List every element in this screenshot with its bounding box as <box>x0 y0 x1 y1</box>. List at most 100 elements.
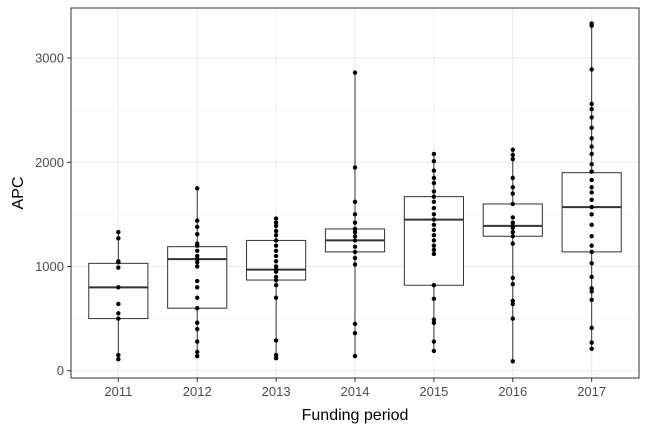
data-point <box>589 106 594 112</box>
data-point <box>352 212 358 217</box>
data-point <box>510 175 515 181</box>
data-point <box>431 320 437 325</box>
box-iqr <box>88 262 149 320</box>
y-tick-label: 2000 <box>35 155 64 170</box>
data-point <box>431 159 437 164</box>
data-point <box>273 220 279 225</box>
x-tick-label: 2016 <box>498 384 527 399</box>
data-point <box>589 162 594 167</box>
data-point <box>431 251 437 257</box>
x-tick-label: 2015 <box>419 384 448 399</box>
data-point <box>195 326 200 332</box>
box-2011 <box>88 232 149 360</box>
data-point <box>273 352 279 358</box>
data-point <box>195 264 200 269</box>
data-point <box>589 274 594 280</box>
data-point <box>352 234 358 239</box>
data-point <box>352 255 358 261</box>
x-tick-label: 2014 <box>341 384 370 399</box>
data-point <box>510 316 515 321</box>
data-point <box>352 330 358 336</box>
data-point <box>589 190 594 195</box>
data-point <box>352 262 358 267</box>
data-point <box>589 151 594 157</box>
data-point <box>431 180 437 186</box>
data-point <box>273 267 279 272</box>
data-point <box>273 223 279 229</box>
data-point <box>589 340 594 345</box>
data-point <box>589 197 594 202</box>
data-point <box>352 70 358 75</box>
data-point <box>352 226 358 232</box>
data-point <box>195 278 200 284</box>
x-tick-label: 2017 <box>577 384 606 399</box>
data-point <box>589 261 594 266</box>
data-point <box>352 220 358 225</box>
y-tick-label: 0 <box>57 363 64 378</box>
data-point <box>589 289 594 294</box>
data-point <box>431 247 437 253</box>
data-point <box>352 244 358 249</box>
data-point <box>431 283 437 288</box>
data-point <box>589 325 594 331</box>
data-point <box>510 301 515 307</box>
data-points <box>116 21 594 364</box>
data-point <box>352 199 358 205</box>
data-point <box>431 222 437 227</box>
data-point <box>510 215 515 220</box>
x-axis-title: Funding period <box>302 407 409 424</box>
data-point <box>273 295 279 300</box>
data-point <box>431 194 437 199</box>
x-tick-label: 2011 <box>104 384 132 399</box>
data-point <box>589 125 594 131</box>
data-point <box>431 189 437 194</box>
data-point <box>431 168 437 173</box>
data-point <box>273 248 279 254</box>
data-point <box>589 243 594 248</box>
data-point <box>431 233 437 238</box>
data-point <box>589 286 594 291</box>
data-point <box>195 260 200 265</box>
data-point <box>510 275 515 281</box>
data-point <box>195 305 200 311</box>
x-tick-label: 2013 <box>262 384 291 399</box>
data-point <box>589 67 594 72</box>
data-point <box>116 229 121 235</box>
data-point <box>431 199 437 205</box>
data-point <box>589 115 594 120</box>
data-point <box>431 243 437 248</box>
y-tick-label: 3000 <box>35 51 64 66</box>
data-point <box>431 175 437 181</box>
data-point <box>431 317 437 322</box>
data-point <box>273 243 279 248</box>
data-point <box>195 241 200 246</box>
data-point <box>589 185 594 190</box>
data-point <box>195 349 200 355</box>
data-point <box>195 339 200 344</box>
data-point <box>589 346 594 352</box>
data-point <box>273 338 279 343</box>
data-point <box>352 238 358 243</box>
data-point <box>195 224 200 230</box>
data-point <box>116 285 121 290</box>
data-point <box>510 298 515 304</box>
data-point <box>352 165 358 170</box>
data-point <box>589 136 594 141</box>
data-point <box>116 357 121 362</box>
data-point <box>431 339 437 344</box>
data-point <box>589 249 594 255</box>
data-point <box>273 259 279 264</box>
data-point <box>589 234 594 239</box>
data-point <box>589 169 594 174</box>
data-point <box>352 249 358 255</box>
data-point <box>431 151 437 157</box>
box-2016 <box>482 149 543 362</box>
data-point <box>431 227 437 233</box>
data-point <box>116 316 121 321</box>
data-point <box>510 156 515 162</box>
data-point <box>195 353 200 359</box>
x-tick-label: 2012 <box>183 384 212 399</box>
data-point <box>195 320 200 325</box>
data-point <box>510 147 515 152</box>
